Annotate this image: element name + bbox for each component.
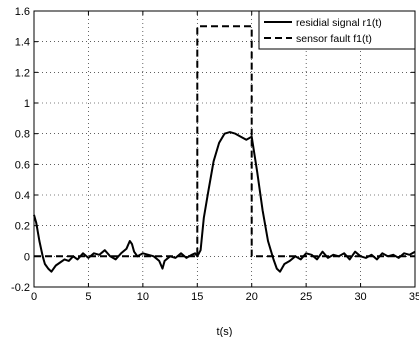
legend-label: sensor fault f1(t)	[296, 33, 372, 45]
y-tick-label: 1.4	[15, 37, 30, 49]
legend-box	[258, 10, 416, 50]
y-tick-label: 0.4	[15, 190, 30, 202]
residual-signal-line	[33, 131, 416, 273]
sensor-fault-line	[34, 25, 415, 258]
y-tick-label: 0.2	[15, 221, 30, 233]
y-tick-label: -0.2	[11, 282, 30, 294]
x-tick-label: 0	[31, 291, 37, 303]
plot-frame	[33, 10, 416, 288]
x-tick-label: 35	[409, 291, 419, 303]
y-tick-label: 0.6	[15, 159, 30, 171]
series-layer	[33, 25, 416, 273]
y-tick-label: 1.6	[15, 6, 30, 18]
x-tick-label: 25	[300, 291, 312, 303]
x-tick-label: 5	[85, 291, 91, 303]
legend: residial signal r1(t) sensor fault f1(t)	[258, 10, 416, 50]
x-axis-label: t(s)	[217, 326, 233, 337]
ticks: 0 5 10 15 20 25 30 35-0.200.20.40.60.811.21.41.…	[11, 6, 419, 303]
y-tick-label: 0	[24, 251, 30, 263]
x-tick-label: 10	[137, 291, 149, 303]
legend-label: residial signal r1(t)	[296, 17, 382, 29]
y-tick-label: 1	[24, 98, 30, 110]
x-tick-label: 20	[246, 291, 258, 303]
x-tick-label: 15	[191, 291, 203, 303]
y-tick-label: 0.8	[15, 129, 30, 141]
x-tick-label: 30	[354, 291, 366, 303]
grid	[34, 11, 415, 287]
y-tick-label: 1.2	[15, 67, 30, 79]
